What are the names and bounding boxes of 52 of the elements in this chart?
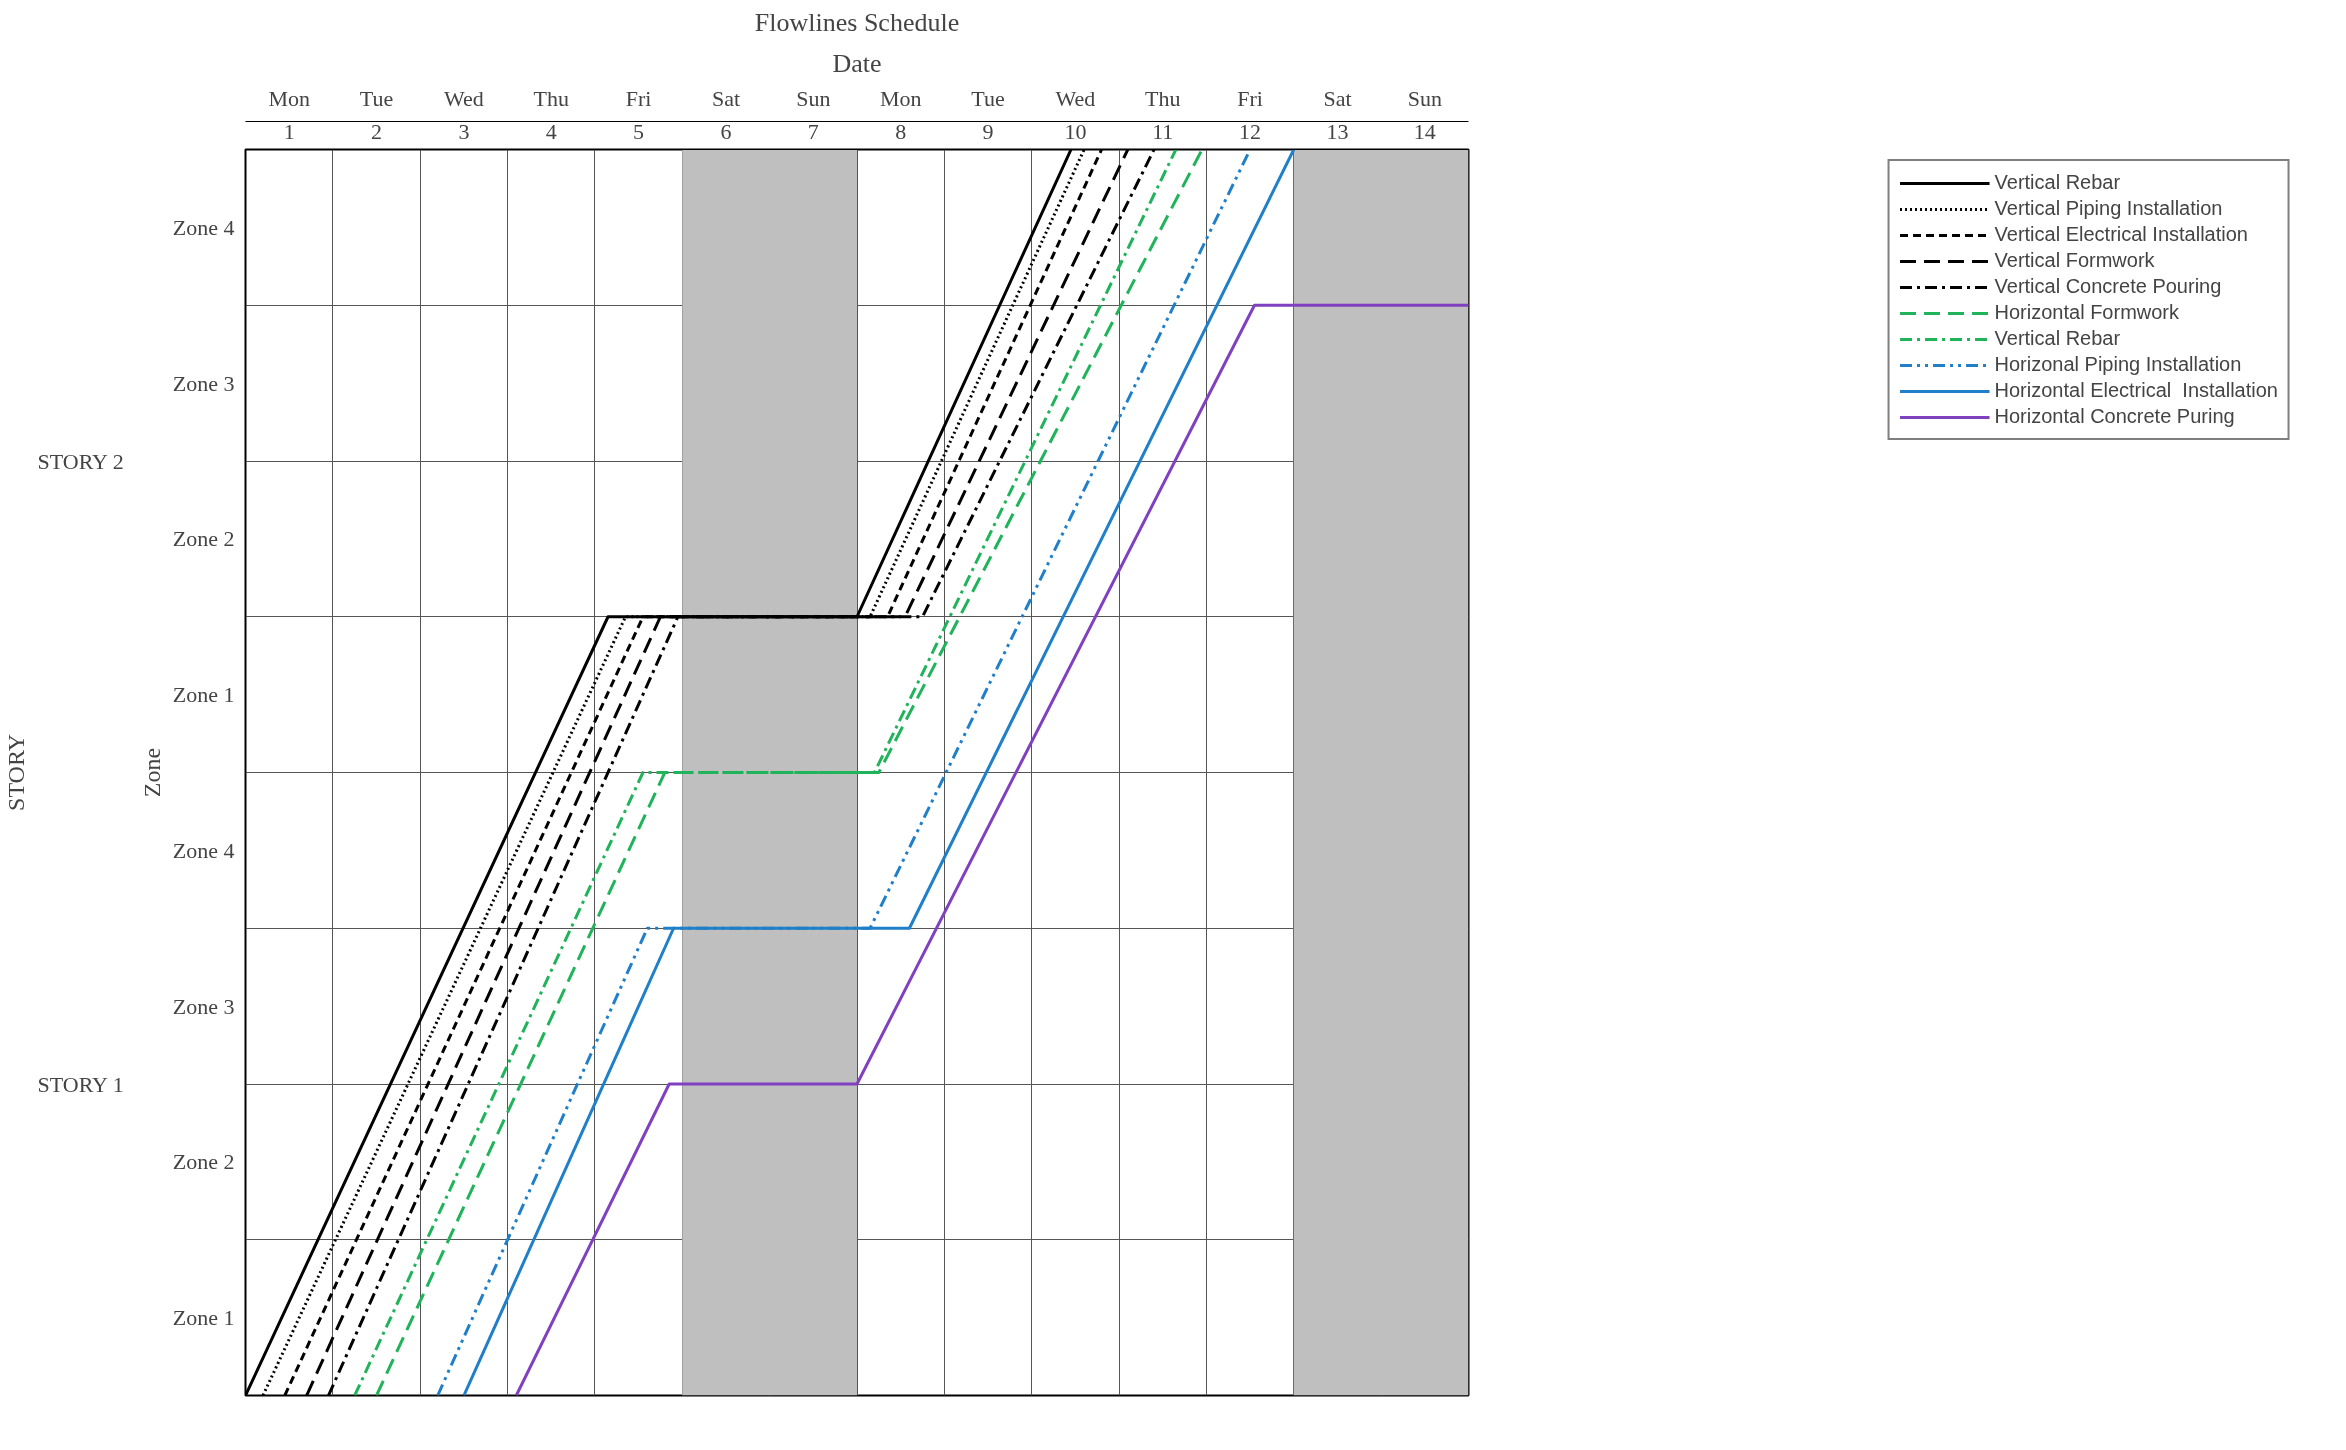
text: STORY 1 [37, 1071, 124, 1097]
category-label: Zone 1 [172, 682, 235, 708]
category-label: Zone 1 [172, 1305, 235, 1331]
x-tick-label: 7 [807, 118, 819, 144]
x-tick-label: 8 [895, 118, 907, 144]
category-label: Zone 4 [172, 214, 235, 240]
x-tick-label: 12 [1239, 118, 1262, 144]
legend-label: Vertical Electrical Installation [1994, 223, 2248, 246]
text: Wed [1055, 85, 1096, 111]
text: Sat [1323, 85, 1352, 111]
legend-label: Horizontal Concrete Puring [1994, 405, 2235, 428]
text: Thu [1145, 85, 1181, 111]
x-tick-label: 6 [720, 118, 732, 144]
text: Sat [711, 85, 741, 111]
x-tick-label: 1 [283, 118, 295, 144]
legend-label: Vertical Rebar [1994, 327, 2121, 350]
text: Thu [533, 85, 569, 111]
legend-label: Vertical Rebar [1994, 171, 2121, 194]
legend-label: Vertical Piping Installation [1994, 197, 2223, 220]
category-label: Zone 4 [172, 837, 235, 863]
text: Fri [625, 85, 652, 111]
text: STORY [3, 734, 30, 811]
text: Sun [1407, 85, 1442, 111]
legend-label: Vertical Concrete Pouring [1994, 275, 2222, 298]
text: Tue [971, 85, 1005, 111]
x-tick-label: 3 [458, 118, 470, 144]
category-label: Zone 2 [172, 1149, 235, 1175]
text: Tue [359, 85, 394, 111]
x-tick-label: 4 [545, 118, 557, 144]
x-tick-label: 10 [1064, 118, 1087, 144]
x-tick-label: 11 [1152, 118, 1174, 144]
legend-label: Horizontal Electrical Installation [1994, 379, 2278, 402]
category-label: Zone 3 [172, 993, 235, 1019]
text: Mon [879, 85, 922, 111]
text: STORY 2 [37, 448, 124, 474]
text: Sun [796, 85, 831, 111]
legend-label: Horizonal Piping Installation [1994, 353, 2242, 376]
text: Fri [1237, 85, 1263, 111]
x-tick-label: 5 [633, 118, 645, 144]
x-tick-label: 13 [1326, 118, 1349, 144]
text: Wed [444, 85, 484, 111]
legend-label: Horizontal Formwork [1994, 301, 2180, 324]
category-label: Zone 2 [172, 526, 235, 552]
x-tick-label: 14 [1413, 118, 1436, 144]
legend-label: Vertical Formwork [1994, 249, 2155, 272]
x-tick-label: 2 [371, 118, 383, 144]
category-label: Zone 3 [172, 370, 235, 396]
y-axis-title: Zone [138, 747, 165, 798]
x-tick-label: 9 [982, 118, 994, 144]
chart-title: Flowlines Schedule [754, 7, 960, 37]
chart-subtitle: Date [832, 48, 882, 78]
text: Mon [268, 85, 310, 111]
